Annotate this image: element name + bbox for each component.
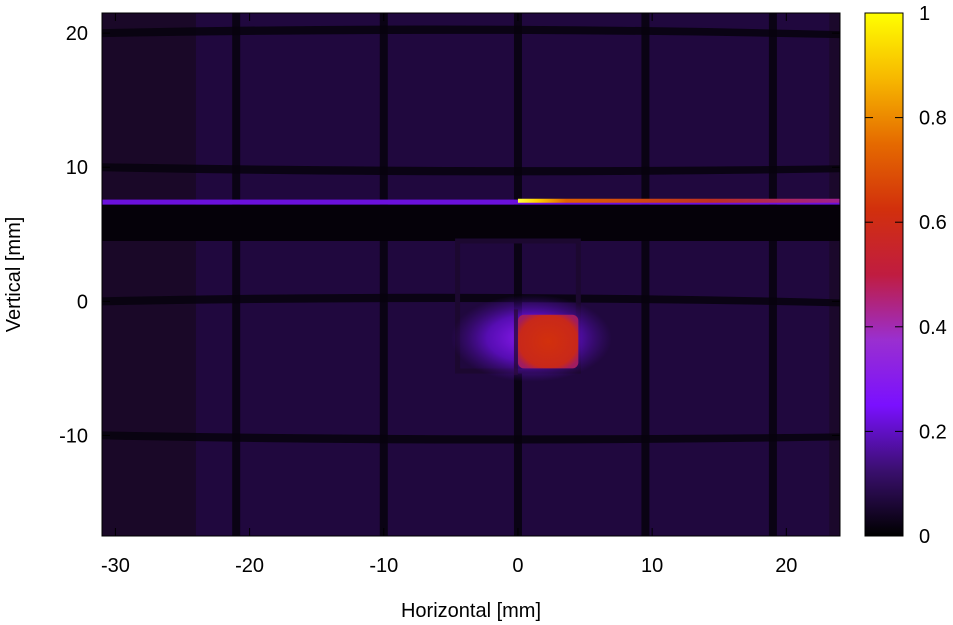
x-tick-label: -30	[101, 555, 130, 577]
heatmap-background	[102, 13, 840, 536]
beam-hot-spot	[517, 314, 579, 369]
x-tick-label: -10	[369, 555, 398, 577]
plot-frame	[101, 12, 841, 537]
colorbar-scale	[864, 12, 904, 537]
heatmap-dark-left-region	[102, 13, 196, 536]
y-tick-label: 0	[77, 291, 88, 313]
colorbar-tick-label: 0.8	[919, 108, 947, 130]
grid-shadow-vertical	[513, 13, 522, 536]
grid-shadow-vertical	[641, 13, 650, 536]
colorbar-tick-label: 0	[919, 526, 930, 548]
beam-divider	[513, 309, 518, 376]
x-axis-label: Horizontal [mm]	[401, 600, 541, 622]
colorbar-tick-label: 0.4	[919, 317, 947, 339]
colorbar: 0 0.2 0.4 0.6 0.8 1	[864, 3, 947, 548]
grid-shadow-vertical	[379, 13, 388, 536]
heatmap-image	[102, 13, 840, 536]
heatmap-dark-right-region	[829, 13, 840, 536]
x-tick-label: -20	[235, 555, 264, 577]
grid-shadow-vertical	[232, 13, 241, 536]
grid-shadow-vertical	[768, 13, 777, 536]
x-tick-label: 0	[512, 555, 523, 577]
y-tick-label: 20	[66, 23, 88, 45]
grid-shadow-horizontal	[102, 25, 840, 39]
colorbar-tick-label: 1	[919, 3, 930, 25]
colorbar-tick-label: 0.6	[919, 212, 947, 234]
colorbar-tick-label: 0.2	[919, 421, 947, 443]
y-tick-label: 10	[66, 157, 88, 179]
dark-band	[102, 204, 840, 241]
y-tick-label: -10	[59, 425, 88, 447]
x-tick-label: 20	[775, 555, 797, 577]
horizontal-line	[102, 199, 840, 205]
y-axis: -10 0 10 20	[59, 23, 840, 447]
x-tick-label: 10	[641, 555, 663, 577]
grid-shadow-horizontal	[102, 163, 840, 176]
grid-shadow-horizontal	[102, 293, 840, 307]
horizontal-line-bright	[517, 198, 840, 203]
colorbar-ticks: 0 0.2 0.4 0.6 0.8 1	[865, 3, 947, 548]
grid-shadow-horizontal	[102, 431, 840, 444]
y-axis-label: Vertical [mm]	[3, 217, 25, 333]
x-axis: -30 -20 -10 0 10 20	[101, 13, 797, 577]
